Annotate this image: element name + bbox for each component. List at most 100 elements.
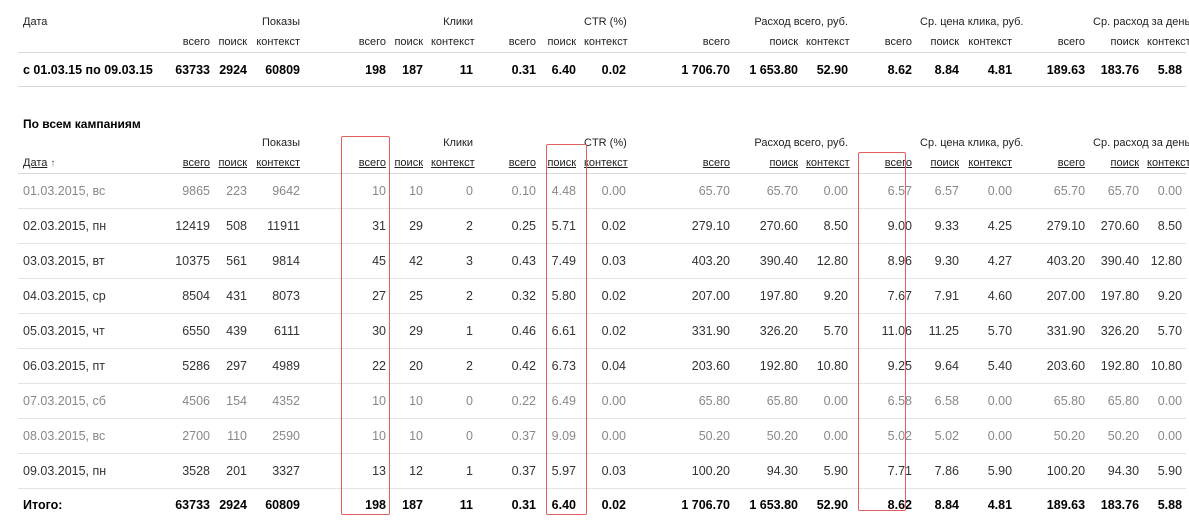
sort-impressions-total[interactable]: всего xyxy=(183,157,210,169)
table-cell: 203.60 xyxy=(630,349,734,384)
table-cell: 0.00 xyxy=(580,174,630,209)
section-title: По всем кампаниям xyxy=(23,117,141,131)
table-cell: 0.02 xyxy=(580,314,630,349)
table-cell: 6111 xyxy=(251,314,304,349)
table-cell: 2 xyxy=(427,279,477,314)
sort-daily-total[interactable]: всего xyxy=(1058,157,1085,169)
table-cell: 10.80 xyxy=(1143,349,1186,384)
summary-cell: 8.84 xyxy=(916,53,963,87)
total-label: Итого: xyxy=(18,489,158,521)
summary-cell: 52.90 xyxy=(802,53,852,87)
table-cell: 9814 xyxy=(251,244,304,279)
table-cell: 4506 xyxy=(158,384,214,419)
table-cell: 5.90 xyxy=(802,454,852,489)
sort-spend-context[interactable]: контекст xyxy=(806,157,850,169)
sort-spend-search[interactable]: поиск xyxy=(769,157,798,169)
table-cell: 0.00 xyxy=(963,174,1016,209)
summary-header-clicks: Клики xyxy=(427,14,477,28)
sort-cpc-context[interactable]: контекст xyxy=(968,157,1012,169)
total-cell: 187 xyxy=(390,489,427,521)
row-date-cell: 09.03.2015, пн xyxy=(18,454,158,489)
table-cell: 0.43 xyxy=(477,244,540,279)
summary-cell: 5.88 xyxy=(1143,53,1186,87)
table-cell: 192.80 xyxy=(734,349,802,384)
sort-ctr-total[interactable]: всего xyxy=(509,157,536,169)
sort-ctr-context[interactable]: контекст xyxy=(584,157,628,169)
table-cell: 5.02 xyxy=(916,419,963,454)
table-cell: 50.20 xyxy=(1016,419,1089,454)
table-cell: 9.64 xyxy=(916,349,963,384)
total-cell: 60809 xyxy=(251,489,304,521)
campaign-daily-table: Показы Клики CTR (%) Расход всего, руб. … xyxy=(18,135,1186,521)
summary-subheader-context: контекст xyxy=(427,28,477,53)
summary-header-date: Дата xyxy=(18,14,158,28)
table-cell: 25 xyxy=(390,279,427,314)
summary-cell: 8.62 xyxy=(852,53,916,87)
summary-subheader-search: поиск xyxy=(734,28,802,53)
sort-clicks-search[interactable]: поиск xyxy=(394,157,423,169)
table-cell: 6.58 xyxy=(916,384,963,419)
table-cell: 0.03 xyxy=(580,244,630,279)
summary-subheader-total: всего xyxy=(630,28,734,53)
summary-row: с 01.03.15 по 09.03.15 63733 2924 60809 … xyxy=(18,53,1186,87)
table-cell: 207.00 xyxy=(630,279,734,314)
sort-spend-total[interactable]: всего xyxy=(703,157,730,169)
sort-by-date-link[interactable]: Дата xyxy=(23,157,47,169)
table-cell: 10 xyxy=(390,384,427,419)
summary-header-impressions: Показы xyxy=(251,14,304,28)
table-cell: 0.02 xyxy=(580,279,630,314)
summary-subheader-search: поиск xyxy=(916,28,963,53)
summary-subheader-search: поиск xyxy=(390,28,427,53)
table-cell: 279.10 xyxy=(1016,209,1089,244)
table-cell: 0.04 xyxy=(580,349,630,384)
summary-subheader-context: контекст xyxy=(1143,28,1186,53)
summary-cell: 6.40 xyxy=(540,53,580,87)
row-date-cell: 04.03.2015, ср xyxy=(18,279,158,314)
sort-ascending-icon: ↑ xyxy=(50,158,55,169)
table-cell: 9865 xyxy=(158,174,214,209)
sort-clicks-context[interactable]: контекст xyxy=(431,157,475,169)
table-cell: 2590 xyxy=(251,419,304,454)
total-cell: 63733 xyxy=(158,489,214,521)
sort-cpc-search[interactable]: поиск xyxy=(930,157,959,169)
table-cell: 508 xyxy=(214,209,251,244)
table-cell: 9642 xyxy=(251,174,304,209)
table-cell: 0.42 xyxy=(477,349,540,384)
table-cell: 50.20 xyxy=(734,419,802,454)
table-cell: 8.50 xyxy=(1143,209,1186,244)
row-date-cell: 02.03.2015, пн xyxy=(18,209,158,244)
summary-cell: 187 xyxy=(390,53,427,87)
table-cell: 4.25 xyxy=(963,209,1016,244)
summary-cell: 189.63 xyxy=(1016,53,1089,87)
table-cell: 0.00 xyxy=(1143,419,1186,454)
sort-daily-search[interactable]: поиск xyxy=(1111,157,1140,169)
total-cell: 0.31 xyxy=(477,489,540,521)
sort-impressions-search[interactable]: поиск xyxy=(218,157,247,169)
table-cell: 4989 xyxy=(251,349,304,384)
table-cell: 5.90 xyxy=(1143,454,1186,489)
table-cell: 390.40 xyxy=(734,244,802,279)
table-cell: 7.91 xyxy=(916,279,963,314)
table-cell: 197.80 xyxy=(1089,279,1143,314)
table-cell: 65.80 xyxy=(630,384,734,419)
table-cell: 6.57 xyxy=(916,174,963,209)
table-cell: 561 xyxy=(214,244,251,279)
table-cell: 207.00 xyxy=(1016,279,1089,314)
table-cell: 201 xyxy=(214,454,251,489)
total-cell: 189.63 xyxy=(1016,489,1089,521)
table-cell: 11911 xyxy=(251,209,304,244)
table-cell: 331.90 xyxy=(630,314,734,349)
highlight-ctr-search-column xyxy=(546,144,587,515)
table-cell: 0.37 xyxy=(477,419,540,454)
table-cell: 0.00 xyxy=(802,174,852,209)
table-cell: 110 xyxy=(214,419,251,454)
table-cell: 2 xyxy=(427,209,477,244)
summary-subheader-search: поиск xyxy=(540,28,580,53)
table-cell: 0.46 xyxy=(477,314,540,349)
sort-impressions-context[interactable]: контекст xyxy=(256,157,300,169)
sort-daily-context[interactable]: контекст xyxy=(1147,157,1189,169)
